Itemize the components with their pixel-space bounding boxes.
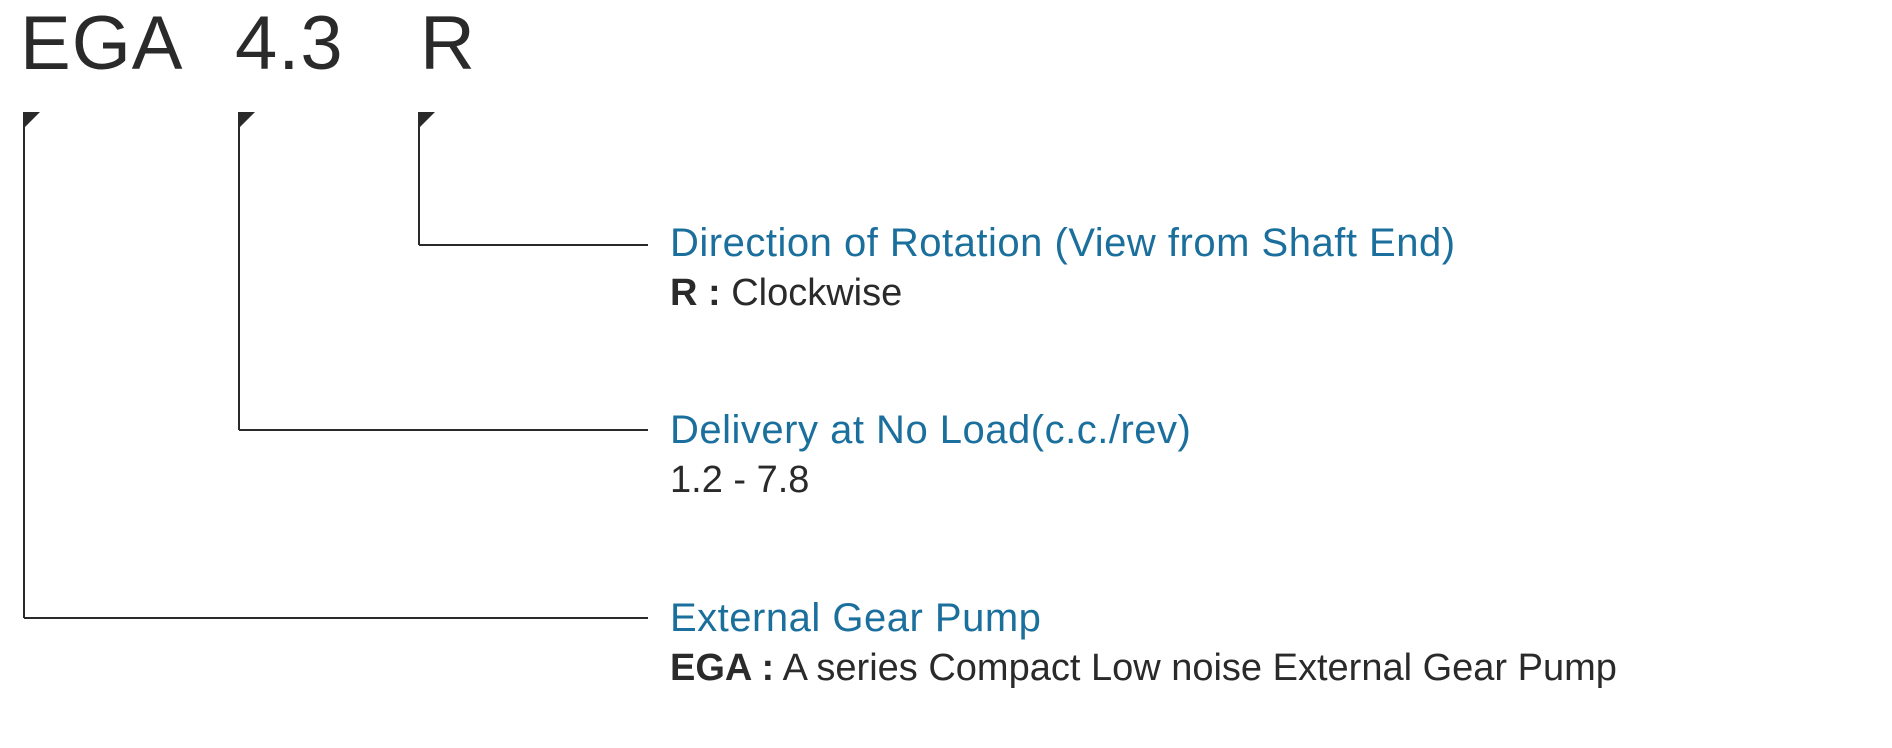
code-part-1: EGA: [20, 0, 184, 87]
code-part-3: R: [420, 0, 476, 87]
desc-external-gear-pump: External Gear Pump EGA : A series Compac…: [670, 596, 1617, 690]
desc-body-rest: Clockwise: [721, 272, 903, 314]
desc-title: Direction of Rotation (View from Shaft E…: [670, 221, 1456, 266]
code-part-2: 4.3: [235, 0, 344, 87]
desc-body: R : Clockwise: [670, 272, 1456, 315]
desc-title: External Gear Pump: [670, 596, 1617, 641]
desc-delivery-no-load: Delivery at No Load(c.c./rev) 1.2 - 7.8: [670, 408, 1191, 502]
desc-body-bold: EGA :: [670, 647, 774, 689]
desc-body-bold: R :: [670, 272, 721, 314]
desc-body: EGA : A series Compact Low noise Externa…: [670, 647, 1617, 690]
desc-direction-of-rotation: Direction of Rotation (View from Shaft E…: [670, 221, 1456, 315]
ordering-code-diagram: EGA 4.3 R Direction of Rotation (View fr…: [0, 0, 1892, 748]
desc-body: 1.2 - 7.8: [670, 459, 1191, 502]
desc-title: Delivery at No Load(c.c./rev): [670, 408, 1191, 453]
desc-body-rest: A series Compact Low noise External Gear…: [774, 647, 1617, 689]
desc-body-rest: 1.2 - 7.8: [670, 459, 809, 501]
